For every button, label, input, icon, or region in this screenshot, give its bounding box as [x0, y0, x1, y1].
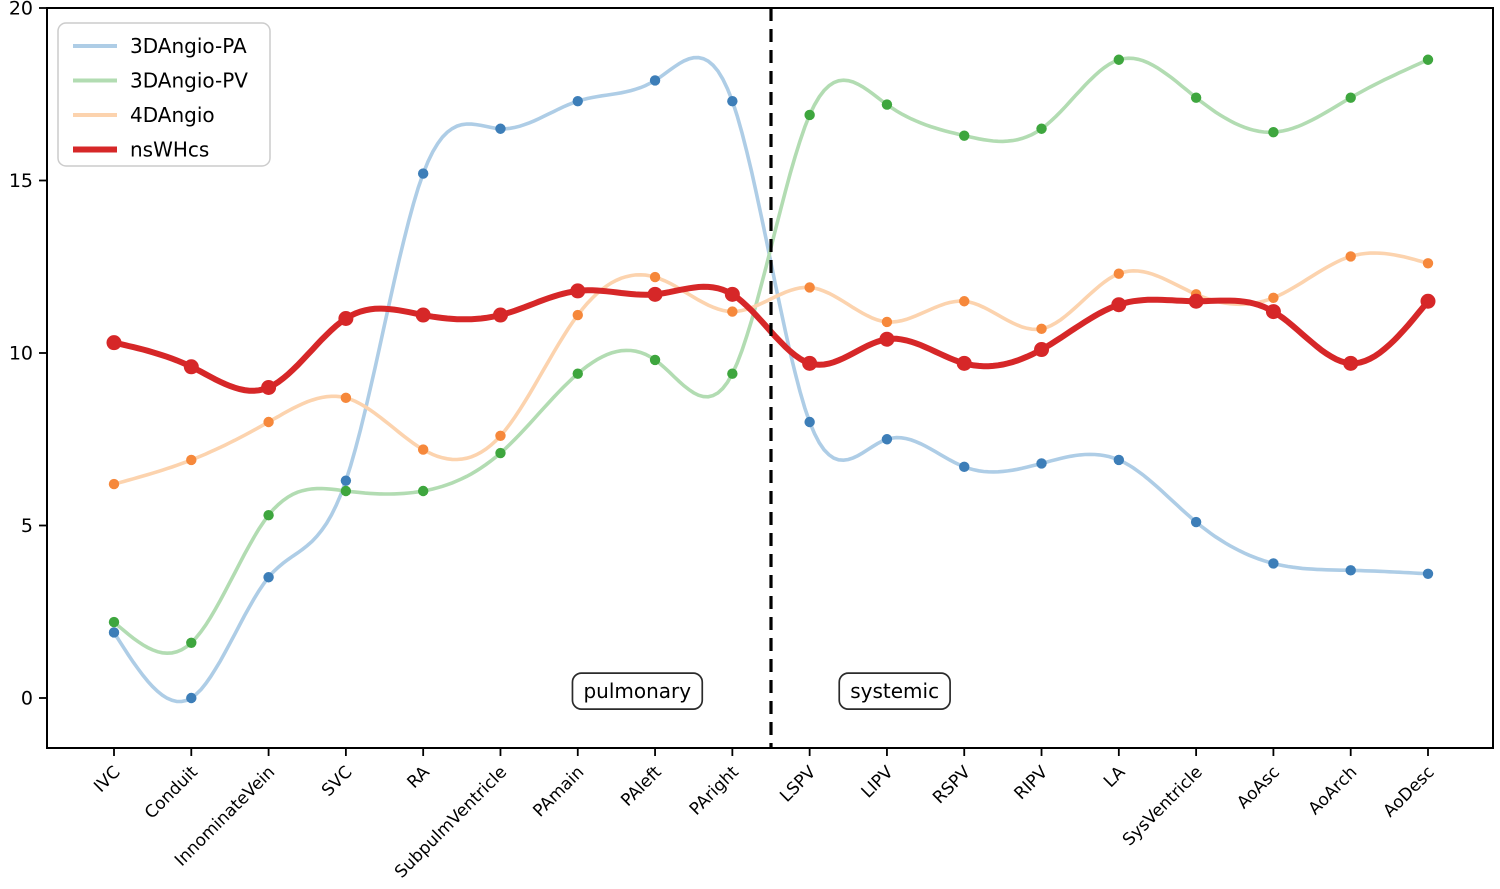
data-point-nsWHcs-PAmain: [570, 283, 586, 299]
legend-item-3DAngio-PV: 3DAngio-PV: [73, 69, 248, 93]
data-point-3DAngio-PV-RIPV: [1036, 123, 1047, 134]
legend: 3DAngio-PA 3DAngio-PV 4DAngio nsWHcs: [57, 22, 271, 167]
y-tick-label: 15: [9, 170, 33, 192]
data-point-4DAngio-RA: [417, 444, 429, 455]
data-point-4DAngio-SubpulmVentricle: [495, 430, 506, 441]
data-point-3DAngio-PV-RSPV: [959, 130, 970, 141]
data-point-3DAngio-PA-LIPV: [881, 434, 893, 445]
annotation-systemic: systemic: [838, 672, 951, 710]
legend-label: nsWHcs: [130, 138, 209, 162]
annotation-box: [571, 672, 704, 710]
data-point-4DAngio-InnominateVein: [263, 416, 274, 428]
legend-label: 3DAngio-PV: [130, 69, 248, 93]
data-point-nsWHcs-Conduit: [183, 359, 199, 375]
data-point-3DAngio-PV-InnominateVein: [263, 509, 274, 521]
data-point-3DAngio-PA-LA: [1113, 454, 1125, 466]
data-point-4DAngio-AoDesc: [1422, 258, 1434, 269]
y-axis: 0 5 10 15 20: [9, 0, 47, 710]
data-point-nsWHcs-RSPV: [956, 355, 972, 371]
legend-label: 4DAngio: [130, 103, 215, 127]
data-point-3DAngio-PV-AoArch: [1345, 92, 1356, 103]
data-point-3DAngio-PA-AoArch: [1345, 565, 1356, 576]
data-point-3DAngio-PA-AoDesc: [1422, 568, 1434, 579]
data-point-3DAngio-PA-LSPV: [804, 416, 815, 428]
data-point-3DAngio-PV-IVC: [108, 616, 120, 628]
data-point-nsWHcs-AoDesc: [1420, 293, 1436, 309]
data-point-4DAngio-PAright: [727, 306, 738, 317]
data-point-3DAngio-PV-SubpulmVentricle: [495, 447, 506, 459]
data-point-3DAngio-PV-PAright: [727, 368, 738, 379]
legend-item-4DAngio: 4DAngio: [73, 103, 215, 127]
data-point-3DAngio-PV-PAleft: [649, 354, 661, 366]
data-point-4DAngio-PAmain: [572, 309, 583, 321]
data-point-4DAngio-LSPV: [804, 282, 815, 293]
data-point-3DAngio-PA-SysVentricle: [1190, 516, 1202, 528]
data-point-3DAngio-PA-SVC: [340, 475, 352, 486]
data-point-nsWHcs-LA: [1111, 297, 1127, 313]
data-point-3DAngio-PA-RIPV: [1036, 458, 1047, 469]
data-point-3DAngio-PA-RA: [417, 168, 429, 179]
data-point-3DAngio-PA-IVC: [108, 627, 120, 638]
data-point-3DAngio-PV-AoDesc: [1422, 54, 1434, 65]
data-point-nsWHcs-AoAsc: [1265, 304, 1281, 320]
legend-box: [57, 22, 271, 167]
data-point-nsWHcs-RIPV: [1034, 342, 1050, 358]
legend-item-3DAngio-PA: 3DAngio-PA: [73, 34, 247, 58]
data-point-4DAngio-LA: [1113, 268, 1125, 279]
annotation-pulmonary: pulmonary: [571, 672, 704, 710]
data-point-nsWHcs-LIPV: [879, 331, 895, 347]
data-point-nsWHcs-SVC: [338, 311, 354, 326]
data-point-nsWHcs-SysVentricle: [1188, 293, 1204, 309]
data-point-4DAngio-RIPV: [1036, 323, 1047, 335]
data-point-nsWHcs-RA: [415, 307, 431, 323]
data-point-3DAngio-PV-LA: [1113, 54, 1125, 65]
data-point-nsWHcs-AoArch: [1343, 355, 1359, 371]
annotation-label: pulmonary: [583, 679, 691, 703]
data-point-nsWHcs-SubpulmVentricle: [492, 307, 508, 323]
data-point-nsWHcs-PAleft: [647, 286, 663, 302]
data-point-3DAngio-PV-PAmain: [572, 368, 583, 379]
data-point-3DAngio-PA-AoAsc: [1268, 558, 1279, 569]
annotation-label: systemic: [850, 679, 939, 703]
data-point-3DAngio-PA-PAright: [727, 95, 738, 107]
data-point-nsWHcs-PAright: [724, 286, 740, 302]
data-point-4DAngio-SVC: [340, 392, 352, 404]
data-point-3DAngio-PV-LSPV: [804, 109, 815, 121]
data-point-4DAngio-RSPV: [959, 296, 970, 307]
data-point-3DAngio-PV-LIPV: [881, 99, 893, 110]
legend-label: 3DAngio-PA: [130, 34, 247, 58]
data-point-3DAngio-PV-Conduit: [186, 637, 197, 648]
annotation-box: [838, 672, 951, 710]
data-point-3DAngio-PA-InnominateVein: [263, 572, 274, 583]
data-point-4DAngio-PAleft: [649, 271, 661, 283]
data-point-4DAngio-IVC: [108, 478, 120, 490]
data-point-4DAngio-AoArch: [1345, 251, 1356, 262]
data-point-4DAngio-LIPV: [881, 316, 893, 328]
data-point-3DAngio-PA-PAleft: [649, 75, 661, 86]
y-tick-label: 10: [9, 343, 33, 365]
data-point-nsWHcs-IVC: [106, 335, 122, 351]
y-tick-label: 0: [21, 688, 33, 710]
data-point-4DAngio-AoAsc: [1268, 292, 1279, 303]
data-point-3DAngio-PA-RSPV: [959, 461, 970, 473]
data-point-3DAngio-PA-Conduit: [186, 692, 197, 704]
data-point-3DAngio-PV-SysVentricle: [1190, 92, 1202, 103]
data-point-nsWHcs-InnominateVein: [261, 380, 277, 395]
data-point-3DAngio-PV-RA: [417, 485, 429, 497]
data-point-3DAngio-PA-PAmain: [572, 95, 583, 107]
data-point-nsWHcs-LSPV: [802, 355, 818, 371]
data-point-3DAngio-PA-SubpulmVentricle: [495, 123, 506, 134]
data-point-4DAngio-Conduit: [186, 454, 197, 466]
data-point-3DAngio-PV-AoAsc: [1268, 127, 1279, 138]
legend-item-nsWHcs: nsWHcs: [73, 138, 209, 162]
y-tick-label: 5: [21, 515, 33, 537]
data-point-3DAngio-PV-SVC: [340, 485, 352, 497]
y-tick-label: 20: [9, 0, 33, 20]
